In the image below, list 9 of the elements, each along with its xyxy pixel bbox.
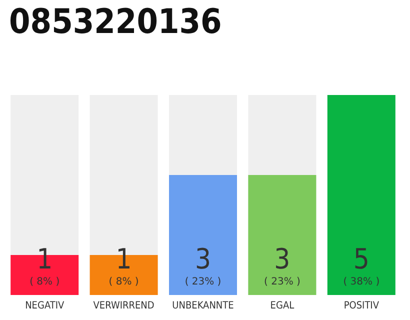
data-label: 3 ( 23% ) [264, 242, 300, 288]
x-tick-label: EGAL [270, 300, 294, 312]
x-tick-label: UNBEKANNTE [172, 300, 234, 312]
x-tick-label: NEGATIV [25, 300, 65, 312]
x-tick-label: VERWIRREND [93, 300, 154, 312]
x-tick-label: POSITIV [344, 300, 380, 312]
data-label: 3 ( 23% ) [184, 242, 222, 288]
chart-title: 0853220136 [9, 2, 222, 42]
data-label: 5 ( 38% ) [343, 242, 380, 288]
